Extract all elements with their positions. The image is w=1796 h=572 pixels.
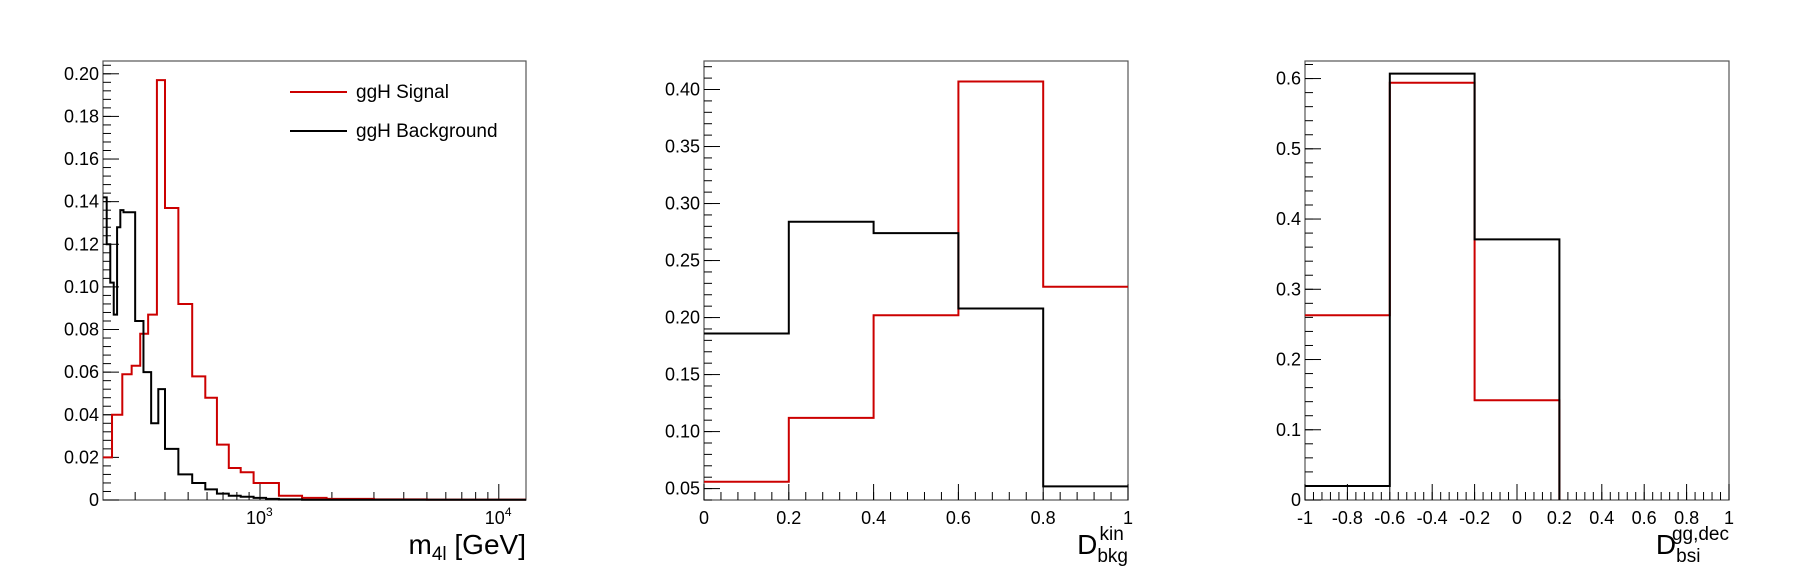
y-tick-label: 0.08: [64, 320, 99, 340]
y-tick-label: 0.02: [64, 447, 99, 467]
dbkg-kin-histogram-panel: 0.05 0.10 0.15 0.20 0.25 0.30 0.35 0.40 0 0.2 0.4 0…: [665, 60, 1133, 567]
x-axis-title-main: D: [1656, 529, 1676, 560]
x-tick-label: -0.2: [1459, 508, 1490, 528]
x-axis-title-superscript: gg,dec: [1672, 524, 1729, 545]
x-tick-label: -0.6: [1374, 508, 1405, 528]
y-tick-label: 0.35: [665, 137, 700, 157]
x-tick-label: 0.2: [776, 508, 801, 528]
y-tick-label: 0.20: [665, 308, 700, 328]
y-tick-label: 0.10: [64, 277, 99, 297]
y-tick-label: 0.06: [64, 362, 99, 382]
histogram-series-line: [1305, 81, 1561, 500]
dbsi-histogram-panel: 0 0.1 0.2 0.3 0.4 0.5 0.6 -1 -0.8 -0.6 -0.4 -0.2 0 0.…: [1276, 60, 1734, 567]
x-tick-label: 0.8: [1674, 508, 1699, 528]
y-tick-label: 0.04: [64, 405, 99, 425]
x-tick-label: -1: [1297, 508, 1313, 528]
x-axis-title-subscript: bkg: [1097, 546, 1128, 567]
x-axis-title: m4l [GeV]: [409, 529, 527, 565]
y-tick-label: 0.20: [64, 64, 99, 84]
x-tick-label: 0: [1512, 508, 1522, 528]
x-axis-title-main: D: [1077, 529, 1097, 560]
x-tick-label-exponent: 3: [266, 505, 273, 519]
x-tick-label-base: 10: [246, 508, 266, 528]
plot-frame: [1304, 60, 1730, 501]
y-tick-label: 0.10: [665, 422, 700, 442]
y-tick-label: 0.40: [665, 80, 700, 100]
x-axis-title: Dbkgkin: [1077, 524, 1128, 567]
y-tick-label: 0.1: [1276, 420, 1301, 440]
y-tick-label: 0: [1291, 490, 1301, 510]
x-tick-label: 0.2: [1547, 508, 1572, 528]
y-tick-label: 0.05: [665, 479, 700, 499]
y-tick-label: 0.2: [1276, 350, 1301, 370]
x-tick-label: 103: [246, 505, 273, 528]
legend-label: ggH Background: [356, 121, 498, 142]
m4l-histogram-panel: 0 0.02 0.04 0.06 0.08 0.10 0.12 0.14 0.16 0.18 0.2…: [64, 60, 527, 565]
x-axis-title-main: m: [409, 529, 432, 560]
y-tick-label: 0.30: [665, 194, 700, 214]
x-tick-label: 0.4: [1589, 508, 1614, 528]
y-tick-label: 0.15: [665, 365, 700, 385]
y-tick-label: 0.18: [64, 106, 99, 126]
y-tick-label: 0.4: [1276, 209, 1301, 229]
x-tick-label: 104: [485, 505, 512, 528]
x-axis-title: Dbsigg,dec: [1656, 524, 1729, 567]
y-tick-label: 0.25: [665, 251, 700, 271]
histogram-series-line: [1305, 72, 1561, 500]
x-axis-title-subscript: 4l: [432, 544, 447, 565]
x-tick-label: 0.8: [1031, 508, 1056, 528]
x-tick-label: 0.6: [946, 508, 971, 528]
x-axis-title-subscript: bsi: [1676, 546, 1700, 567]
x-tick-label: 0.6: [1632, 508, 1657, 528]
y-tick-label: 0.14: [64, 192, 99, 212]
y-tick-label: 0.6: [1276, 69, 1301, 89]
y-tick-label: 0.12: [64, 234, 99, 254]
y-tick-label: 0.3: [1276, 279, 1301, 299]
y-tick-label: 0: [89, 490, 99, 510]
x-axis-title-superscript: kin: [1100, 524, 1124, 545]
x-tick-label: 1: [1123, 508, 1133, 528]
legend-label: ggH Signal: [356, 82, 449, 103]
x-tick-label: -0.4: [1417, 508, 1448, 528]
x-tick-label: 1: [1724, 508, 1734, 528]
y-tick-label: 0.5: [1276, 139, 1301, 159]
x-axis-title-unit: [GeV]: [447, 529, 526, 560]
histogram-series-line: [704, 80, 1128, 483]
x-tick-label-base: 10: [485, 508, 505, 528]
histogram-series-line: [704, 220, 1128, 488]
x-tick-label: -0.8: [1332, 508, 1363, 528]
plot-frame: [703, 60, 1129, 501]
x-tick-label: 0.4: [861, 508, 886, 528]
x-tick-label: 0: [699, 508, 709, 528]
histogram-series-line: [103, 196, 526, 501]
histogram-series-line: [103, 79, 526, 501]
x-tick-label-exponent: 4: [505, 505, 512, 519]
y-tick-label: 0.16: [64, 149, 99, 169]
